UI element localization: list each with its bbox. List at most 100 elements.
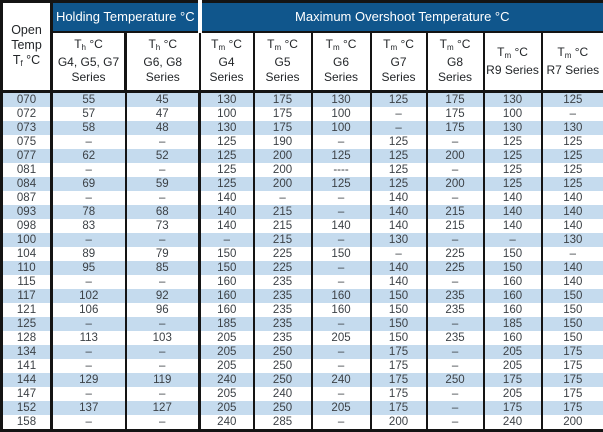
column-symbol: Th °C (148, 37, 178, 53)
temperature-cell: 73 (124, 219, 202, 233)
temperature-cell: – (369, 247, 428, 261)
temperature-cell: 140 (482, 219, 543, 233)
temperature-cell: 140 (198, 191, 255, 205)
temperature-cell: 45 (124, 91, 202, 107)
temperature-cell: 285 (252, 415, 313, 431)
open-temp-cell: 081 (0, 163, 53, 177)
temperature-cell: 160 (198, 289, 255, 303)
temperature-cell: 150 (310, 247, 372, 261)
temperature-cell: – (482, 233, 543, 247)
temperature-cell: 113 (50, 331, 127, 345)
temperature-cell: – (50, 191, 127, 205)
column-header-g6-g8-series: Th °C G6, G8 Series (123, 31, 201, 93)
temperature-cell: 175 (369, 401, 428, 415)
temperature-cell: 175 (540, 373, 603, 387)
temperature-cell: 240 (310, 373, 372, 387)
temperature-cell: 205 (310, 331, 372, 345)
temperature-cell: 175 (369, 373, 428, 387)
temperature-cell: 150 (369, 317, 428, 331)
temperature-cell: – (425, 163, 485, 177)
temperature-cell: 140 (482, 205, 543, 219)
temperature-cell: 100 (310, 107, 372, 121)
temperature-cell: 175 (482, 373, 543, 387)
column-symbol: Tm °C (439, 37, 471, 53)
temperature-cell: – (124, 415, 202, 431)
table-row: 134– –205 250–175–205 175 (0, 345, 603, 359)
temperature-cell: 125 (369, 135, 428, 149)
temperature-cell: 160 (310, 303, 372, 317)
column-series-label: G4, G5, G7 (57, 55, 120, 70)
temperature-cell: 225 (425, 261, 485, 275)
temperature-cell: 200 (252, 177, 313, 191)
open-temp-cell: 077 (0, 149, 53, 163)
temperature-cell: 235 (252, 331, 313, 345)
temperature-cell: 125 (369, 177, 428, 191)
temperature-cell: 160 (482, 275, 543, 289)
temperature-cell: 125 (198, 149, 255, 163)
temperature-cell: 175 (369, 387, 428, 401)
temperature-cell: – (124, 359, 202, 373)
overshoot-temperature-band: Maximum Overshoot Temperature °C (199, 1, 603, 33)
open-temp-cell: 125 (0, 317, 53, 331)
temperature-cell: – (425, 135, 485, 149)
temperature-cell: 215 (252, 233, 313, 247)
temperature-cell: 215 (252, 205, 313, 219)
column-header-r9-series: Tm °C R9 Series (482, 31, 543, 93)
table-row: 084 69 59 125 200 125 125 200 125 125 (0, 177, 603, 191)
temperature-cell: 235 (252, 275, 313, 289)
column-header-g4-series: Tm °C G4 Series (198, 31, 255, 93)
temperature-cell: 59 (124, 177, 202, 191)
table-row: 072 57 47 100 175 100–175 100– (0, 107, 603, 121)
open-temp-cell: 070 (0, 91, 53, 107)
temperature-cell: 47 (124, 107, 202, 121)
temperature-cell: 130 (540, 233, 603, 247)
temperature-cell: 215 (425, 205, 485, 219)
temperature-cell: 140 (482, 191, 543, 205)
column-header-g4-g5-g7-series: Th °C G4, G5, G7 Series (50, 31, 127, 93)
table-row: 152 137 127 205 250 205 175–175 175 (0, 401, 603, 415)
column-series-label: G7 (390, 55, 407, 70)
temperature-cell: – (425, 401, 485, 415)
temperature-cell: 225 (425, 247, 485, 261)
table-row: 087– –140– –140–140 140 (0, 191, 603, 205)
table-row: 081– –125 200 ---- 125–125 125 (0, 163, 603, 177)
temperature-cell: 175 (425, 121, 485, 135)
column-series-label: G6 (333, 55, 350, 70)
band-row: Open Temp Tf °C Holding Temperature °C M… (1, 1, 603, 93)
temperature-cell: 205 (198, 387, 255, 401)
table-row: 110 95 85 150 225–140 225 150 140 (0, 261, 603, 275)
temperature-cell: 140 (540, 205, 603, 219)
column-header-g7-series: Tm °C G7 Series (369, 31, 428, 93)
temperature-cell: – (50, 359, 127, 373)
temperature-cell: 225 (252, 261, 313, 275)
temperature-cell: 175 (252, 121, 313, 135)
temperature-cell: 125 (369, 91, 428, 107)
temperature-cell: 125 (198, 163, 255, 177)
temperature-cell: 140 (540, 261, 603, 275)
temperature-cell: – (124, 345, 202, 359)
temperature-cell: 58 (50, 121, 127, 135)
temperature-cell: 205 (482, 345, 543, 359)
column-series-label: Series (324, 70, 359, 85)
open-temp-symbol: Tf °C (12, 52, 41, 68)
column-series-label: R9 Series (486, 62, 539, 77)
temperature-cell: 130 (482, 121, 543, 135)
temperature-cell: 150 (198, 261, 255, 275)
temperature-cell: 175 (369, 359, 428, 373)
temperature-cell: 150 (198, 247, 255, 261)
temperature-cell: – (50, 275, 127, 289)
table-row: 093 78 68 140 215–140 215 140 140 (0, 205, 603, 219)
temperature-cell: – (425, 317, 485, 331)
temperature-cell: 62 (50, 149, 127, 163)
temperature-cell: 140 (369, 191, 428, 205)
temperature-cell: 240 (198, 373, 255, 387)
temperature-cell: 100 (482, 107, 543, 121)
temperature-cell: – (310, 191, 372, 205)
open-temp-cell: 158 (0, 415, 53, 431)
temperature-cell: 96 (124, 303, 202, 317)
open-temp-cell: 087 (0, 191, 53, 205)
temperature-cell: 130 (369, 233, 428, 247)
column-symbol: Tm °C (325, 37, 357, 53)
temperature-cell: 175 (540, 401, 603, 415)
temperature-cell: 240 (482, 415, 543, 431)
